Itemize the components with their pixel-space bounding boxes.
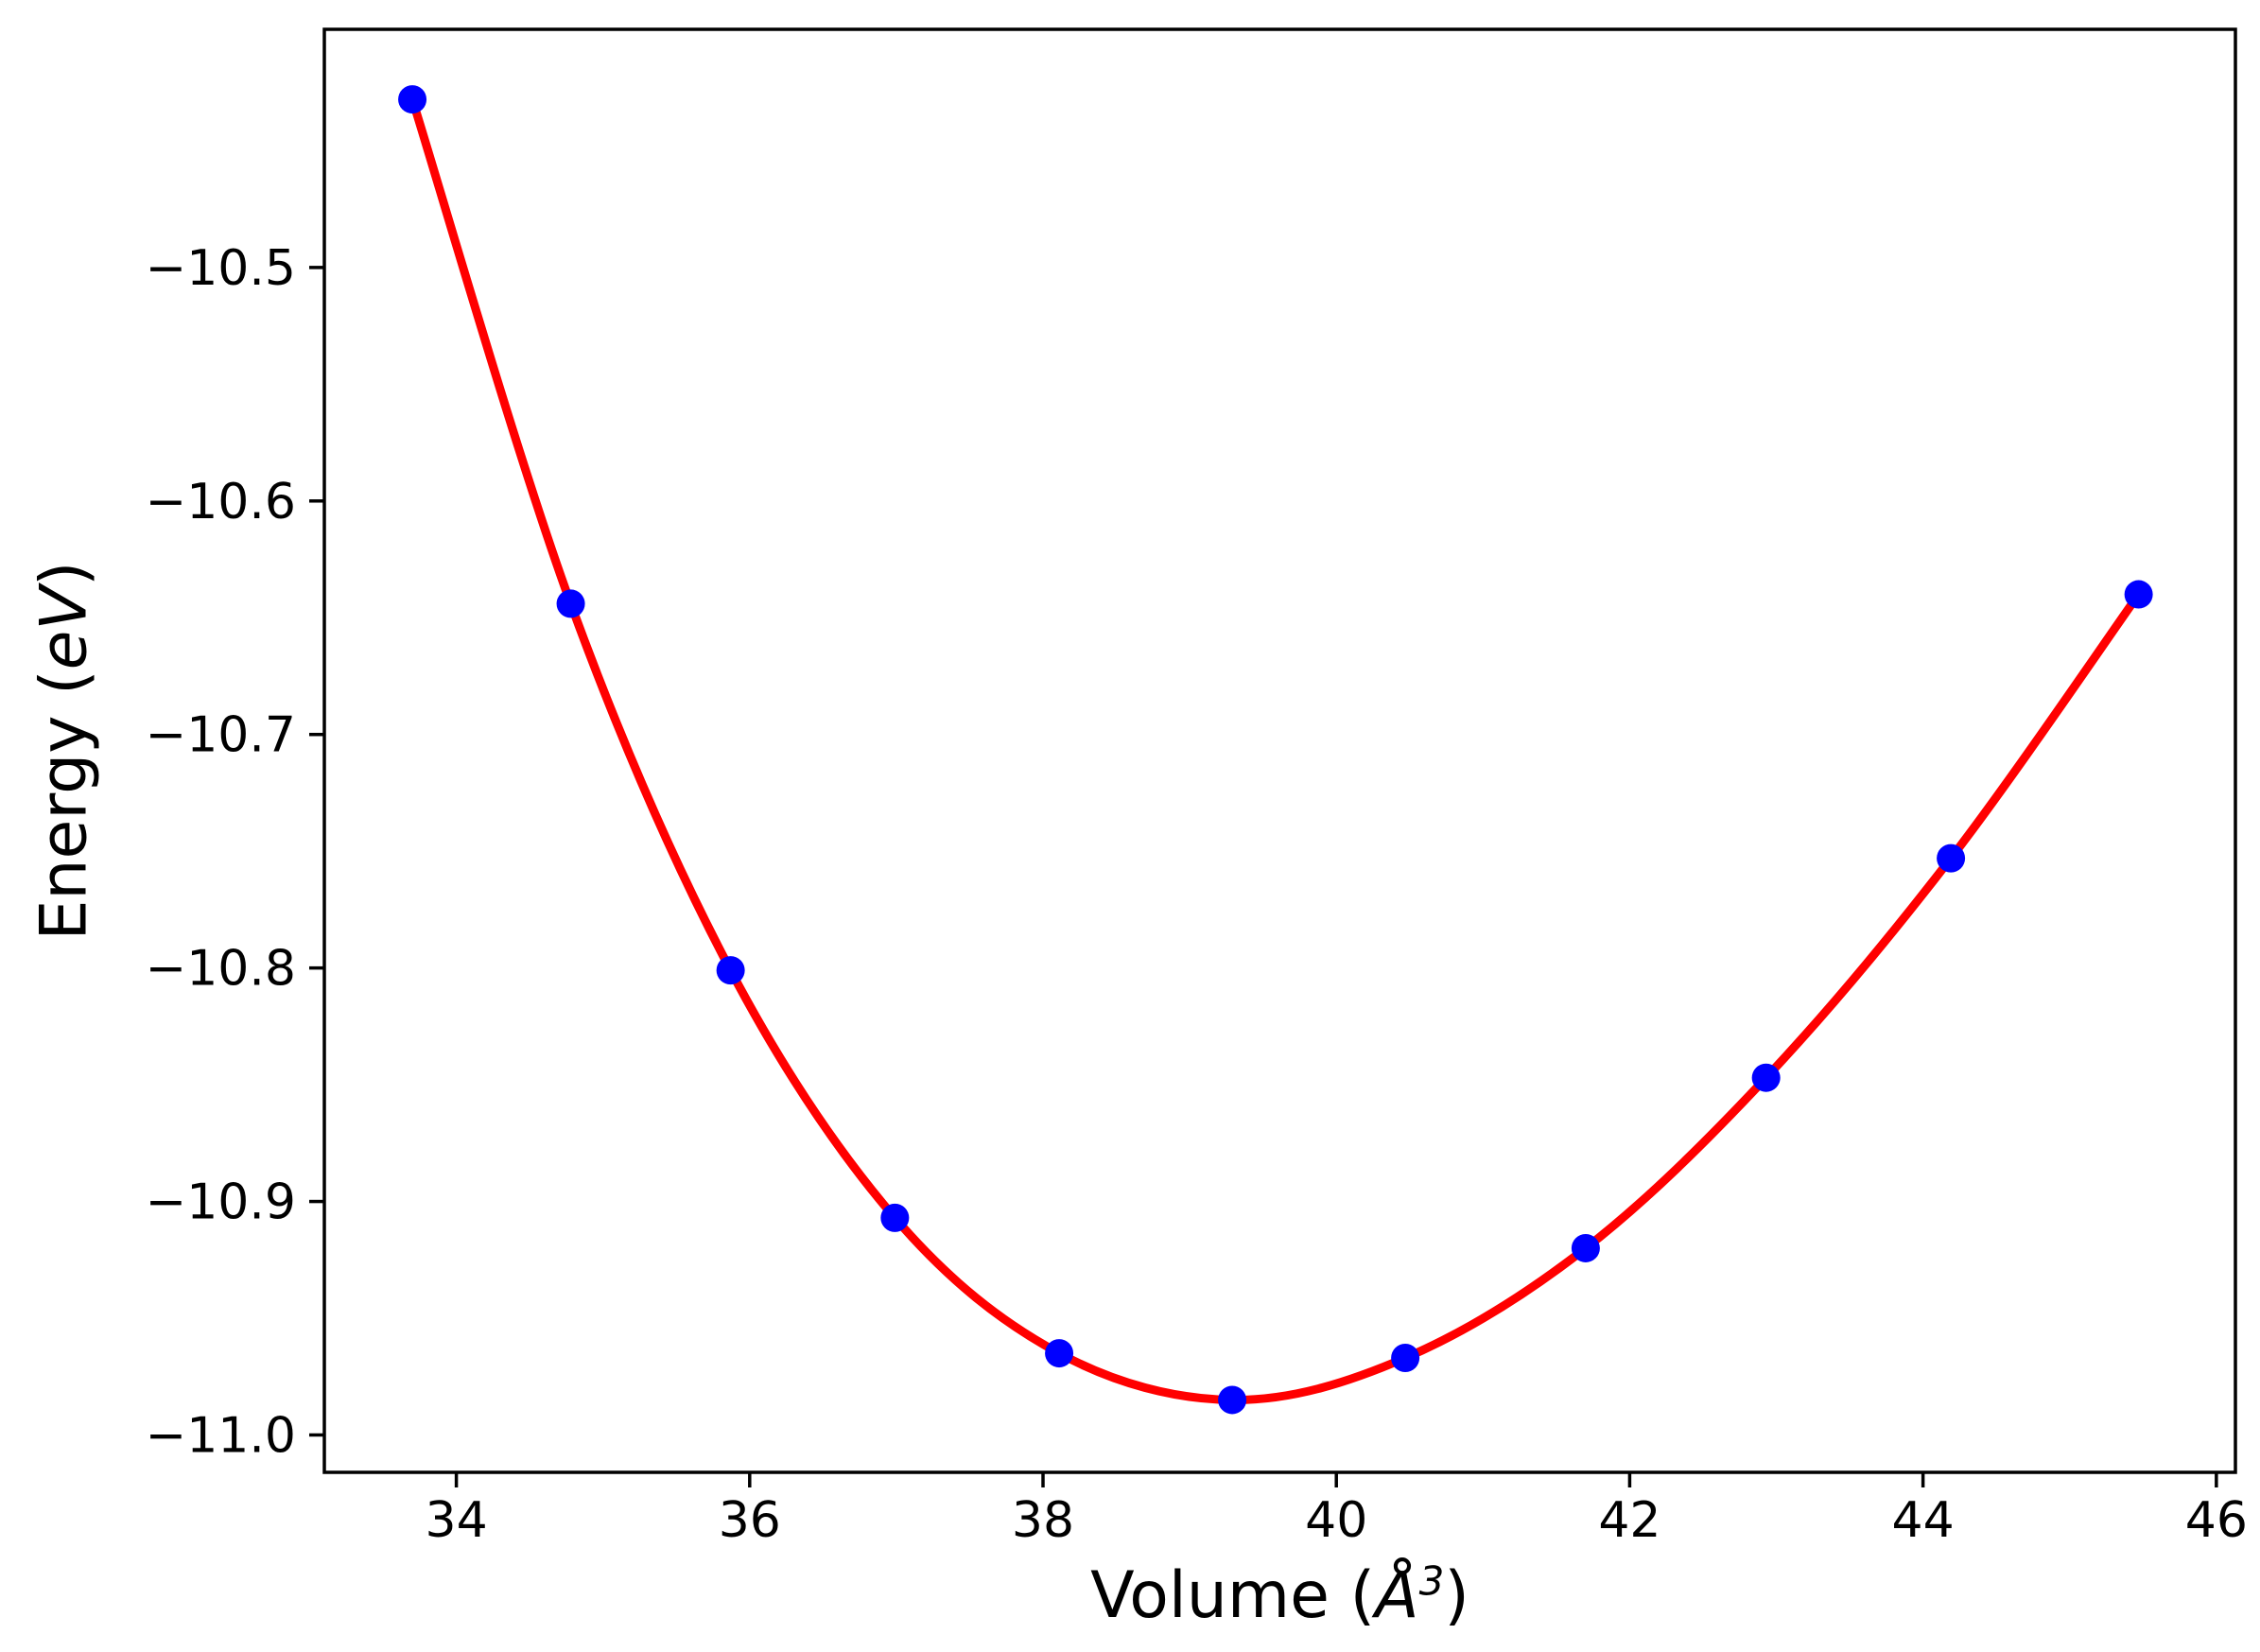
x-tick-label: 38 [1012,1492,1074,1549]
data-point [1218,1385,1247,1415]
data-point [398,85,427,114]
data-point [1391,1344,1420,1373]
x-axis-label: Volume (Å3) [324,1558,2235,1633]
y-axis-label-suffix: ) [26,561,102,586]
y-tick-label: −10.7 [146,707,296,764]
x-tick-label: 40 [1305,1492,1367,1549]
y-axis-label: Energy (eV) [27,561,102,940]
x-tick-label: 42 [1598,1492,1660,1549]
x-axis-superscript: 3 [1418,1557,1445,1605]
data-point [556,589,585,618]
data-point [1571,1233,1600,1262]
data-point [1751,1063,1781,1092]
data-point [2124,580,2153,609]
data-point [716,956,745,985]
eos-fit-curve [408,95,2144,1404]
x-axis-label-prefix: Volume ( [1090,1558,1376,1633]
plot-frame [322,27,2237,1474]
y-axis-ev-symbol: eV [26,585,102,670]
y-tick-label: −10.6 [146,474,296,530]
y-tick-label: −10.8 [146,941,296,998]
x-tick-label: 44 [1892,1492,1955,1549]
y-tick-label: −10.5 [146,240,296,297]
x-tick-label: 36 [719,1492,781,1549]
x-axis-label-suffix: ) [1444,1558,1469,1633]
y-tick-label: −10.9 [146,1174,296,1231]
data-point [1045,1339,1074,1368]
y-tick-label: −11.0 [146,1407,296,1464]
data-point [880,1203,910,1232]
x-tick-label: 46 [2185,1492,2248,1549]
x-tick-label: 34 [426,1492,488,1549]
data-point [1937,843,1966,873]
x-axis-angstrom-symbol: Å [1375,1558,1419,1633]
y-axis-label-prefix: Energy ( [26,669,102,941]
